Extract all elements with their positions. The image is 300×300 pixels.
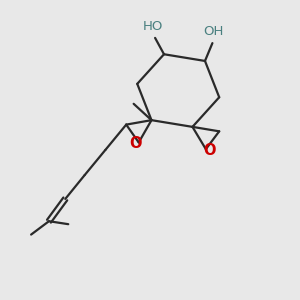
Text: O: O bbox=[129, 136, 141, 152]
Text: O: O bbox=[203, 143, 216, 158]
Text: OH: OH bbox=[204, 25, 224, 38]
Text: HO: HO bbox=[142, 20, 163, 32]
